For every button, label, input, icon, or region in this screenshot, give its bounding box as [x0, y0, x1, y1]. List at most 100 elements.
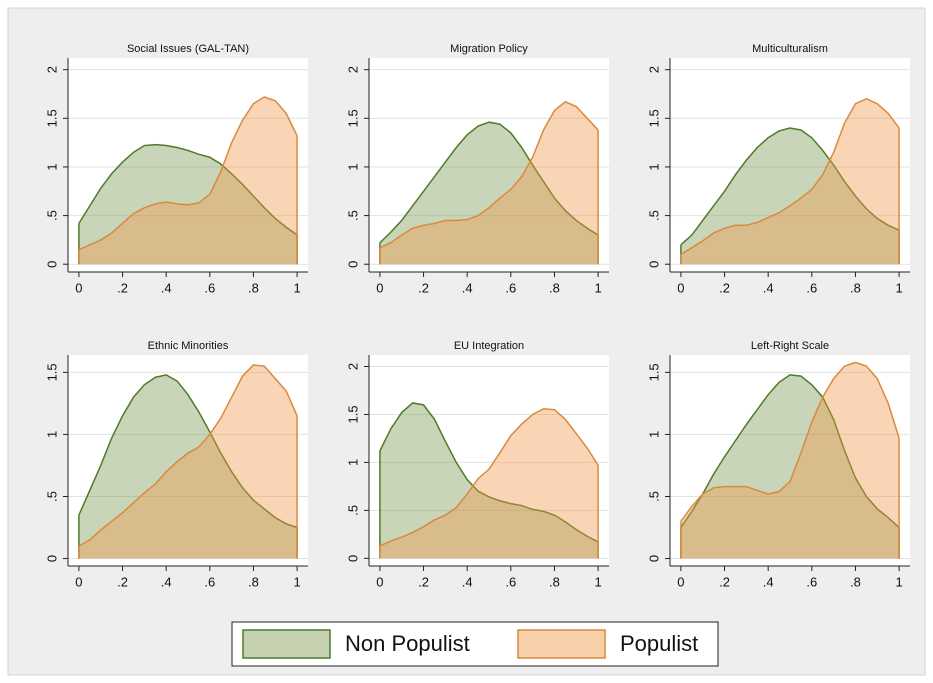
subplot-title: Ethnic Minorities — [148, 340, 229, 352]
y-tick-label: 1.5 — [646, 363, 661, 381]
x-tick-label: .2 — [719, 280, 730, 295]
x-tick-label: .6 — [806, 280, 817, 295]
x-tick-label: 1 — [895, 280, 902, 295]
density-line — [680, 361, 900, 522]
density-area — [680, 362, 900, 559]
legend-label: Populist — [620, 631, 698, 656]
x-tick-label: 0 — [376, 280, 383, 295]
density-line — [78, 143, 298, 236]
plot-area — [670, 355, 910, 566]
plot-area — [68, 355, 308, 566]
y-tick-label: 1 — [646, 163, 661, 170]
density-area — [680, 98, 900, 265]
y-tick-label: 1 — [345, 163, 360, 170]
x-tick-label: .8 — [549, 280, 560, 295]
density-area — [78, 364, 298, 559]
legend-swatch — [517, 629, 606, 659]
subplot-title: Multiculturalism — [752, 43, 828, 55]
legend-swatch — [242, 629, 331, 659]
y-tick-label: .5 — [345, 505, 360, 516]
density-area — [680, 374, 900, 559]
y-tick-label: 2 — [345, 66, 360, 73]
x-tick-label: 0 — [376, 574, 383, 589]
density-area — [379, 122, 599, 265]
y-tick-label: .5 — [345, 210, 360, 221]
y-tick-label: 2 — [345, 363, 360, 370]
y-tick-label: 1.5 — [646, 109, 661, 127]
x-tick-label: 1 — [293, 574, 300, 589]
density-line — [78, 96, 298, 251]
x-tick-label: .2 — [418, 574, 429, 589]
x-tick-label: .8 — [850, 280, 861, 295]
x-tick-label: .4 — [763, 574, 774, 589]
subplot-title: Social Issues (GAL-TAN) — [127, 43, 249, 55]
x-tick-label: .8 — [248, 280, 259, 295]
y-tick-label: 1.5 — [44, 109, 59, 127]
x-tick-label: 0 — [677, 574, 684, 589]
x-tick-label: 1 — [895, 574, 902, 589]
y-tick-label: 0 — [646, 555, 661, 562]
density-line — [379, 402, 599, 543]
density-line — [379, 100, 599, 249]
x-tick-label: .4 — [763, 280, 774, 295]
plot-area — [369, 58, 609, 272]
density-area — [680, 128, 900, 265]
x-tick-label: .6 — [505, 574, 516, 589]
x-tick-label: .2 — [117, 280, 128, 295]
x-tick-label: 1 — [594, 280, 601, 295]
y-tick-label: .5 — [646, 210, 661, 221]
density-area — [78, 374, 298, 559]
y-tick-label: 1.5 — [345, 109, 360, 127]
x-tick-label: .4 — [161, 574, 172, 589]
y-tick-label: 0 — [345, 555, 360, 562]
y-tick-label: 0 — [44, 555, 59, 562]
plot-area — [68, 58, 308, 272]
legend-label: Non Populist — [345, 631, 470, 656]
x-tick-label: 0 — [75, 280, 82, 295]
y-tick-label: .5 — [44, 491, 59, 502]
y-tick-label: .5 — [646, 491, 661, 502]
x-tick-label: 0 — [677, 280, 684, 295]
x-tick-label: .6 — [505, 280, 516, 295]
x-tick-label: 0 — [75, 574, 82, 589]
plot-area — [369, 355, 609, 566]
x-tick-label: .8 — [248, 574, 259, 589]
density-area — [379, 408, 599, 559]
x-tick-label: .2 — [117, 574, 128, 589]
x-tick-label: .6 — [204, 574, 215, 589]
x-tick-label: .4 — [462, 280, 473, 295]
y-tick-label: .5 — [44, 210, 59, 221]
y-tick-label: 0 — [44, 261, 59, 268]
y-tick-label: 1.5 — [345, 405, 360, 423]
y-tick-label: 1 — [44, 431, 59, 438]
x-tick-label: 1 — [594, 574, 601, 589]
density-line — [78, 374, 298, 529]
y-tick-label: 0 — [646, 261, 661, 268]
subplot-title: Left-Right Scale — [751, 340, 829, 352]
y-tick-label: 1 — [44, 163, 59, 170]
density-line — [680, 374, 900, 529]
density-line — [379, 407, 599, 547]
density-line — [78, 364, 298, 547]
x-tick-label: .2 — [418, 280, 429, 295]
density-line — [680, 127, 900, 246]
y-tick-label: 2 — [44, 66, 59, 73]
y-tick-label: 2 — [646, 66, 661, 73]
x-tick-label: .4 — [462, 574, 473, 589]
subplot-title: EU Integration — [454, 340, 524, 352]
x-tick-label: .2 — [719, 574, 730, 589]
y-tick-label: 1 — [646, 431, 661, 438]
x-tick-label: .4 — [161, 280, 172, 295]
y-tick-label: 0 — [345, 261, 360, 268]
x-tick-label: 1 — [293, 280, 300, 295]
density-line — [680, 98, 900, 256]
subplot-title: Migration Policy — [450, 43, 528, 55]
y-tick-label: 1.5 — [44, 363, 59, 381]
x-tick-label: .6 — [806, 574, 817, 589]
x-tick-label: .6 — [204, 280, 215, 295]
density-line — [379, 121, 599, 244]
y-tick-label: 1 — [345, 459, 360, 466]
x-tick-label: .8 — [850, 574, 861, 589]
x-tick-label: .8 — [549, 574, 560, 589]
